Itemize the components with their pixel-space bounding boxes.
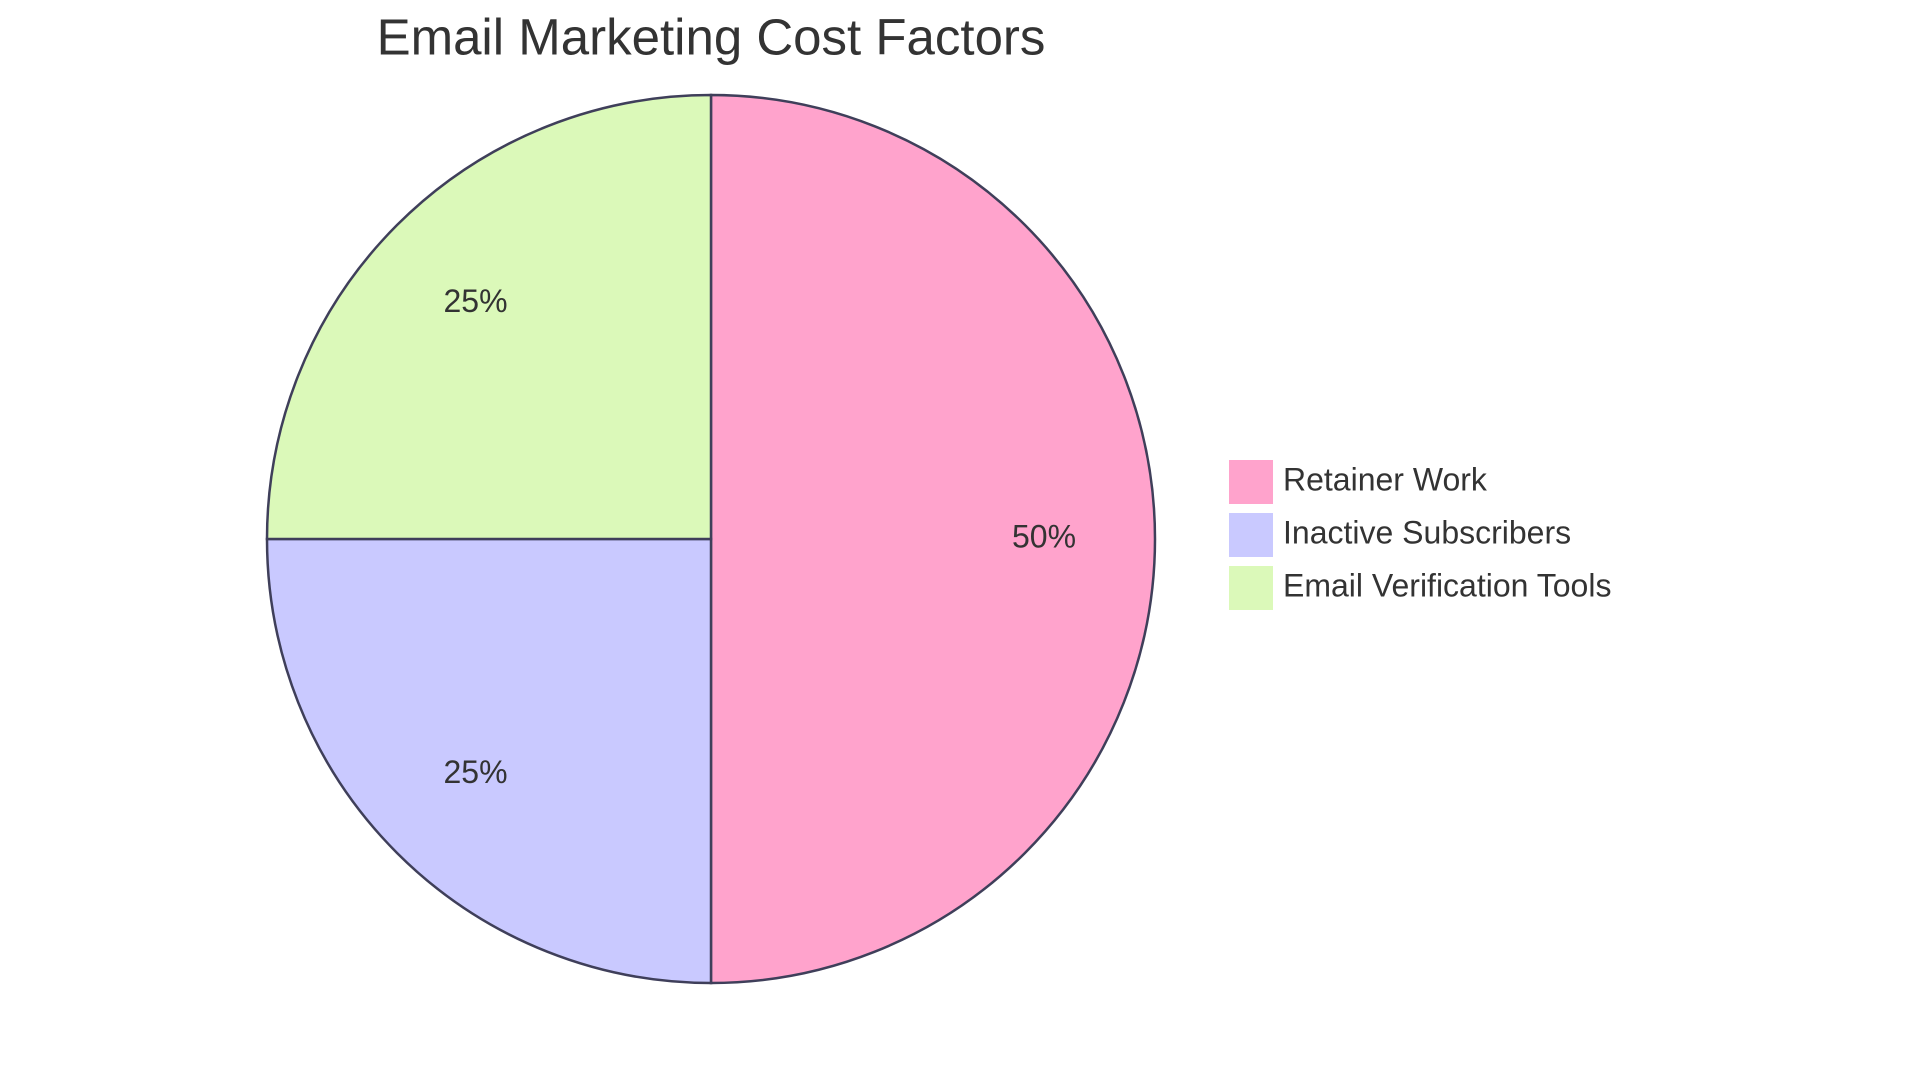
legend-swatch [1229, 513, 1273, 557]
chart-title: Email Marketing Cost Factors [377, 8, 1046, 65]
legend-label: Email Verification Tools [1283, 567, 1611, 603]
legend-swatch [1229, 566, 1273, 610]
legend-label: Retainer Work [1283, 461, 1488, 497]
pie-slice [265, 93, 713, 541]
legend-swatch [1229, 460, 1273, 504]
slice-label: 25% [444, 283, 508, 319]
pie-slice [709, 93, 1157, 985]
slice-label: 25% [444, 754, 508, 790]
pie-slice [265, 537, 713, 985]
slice-label: 50% [1012, 518, 1076, 554]
legend-label: Inactive Subscribers [1283, 514, 1571, 550]
